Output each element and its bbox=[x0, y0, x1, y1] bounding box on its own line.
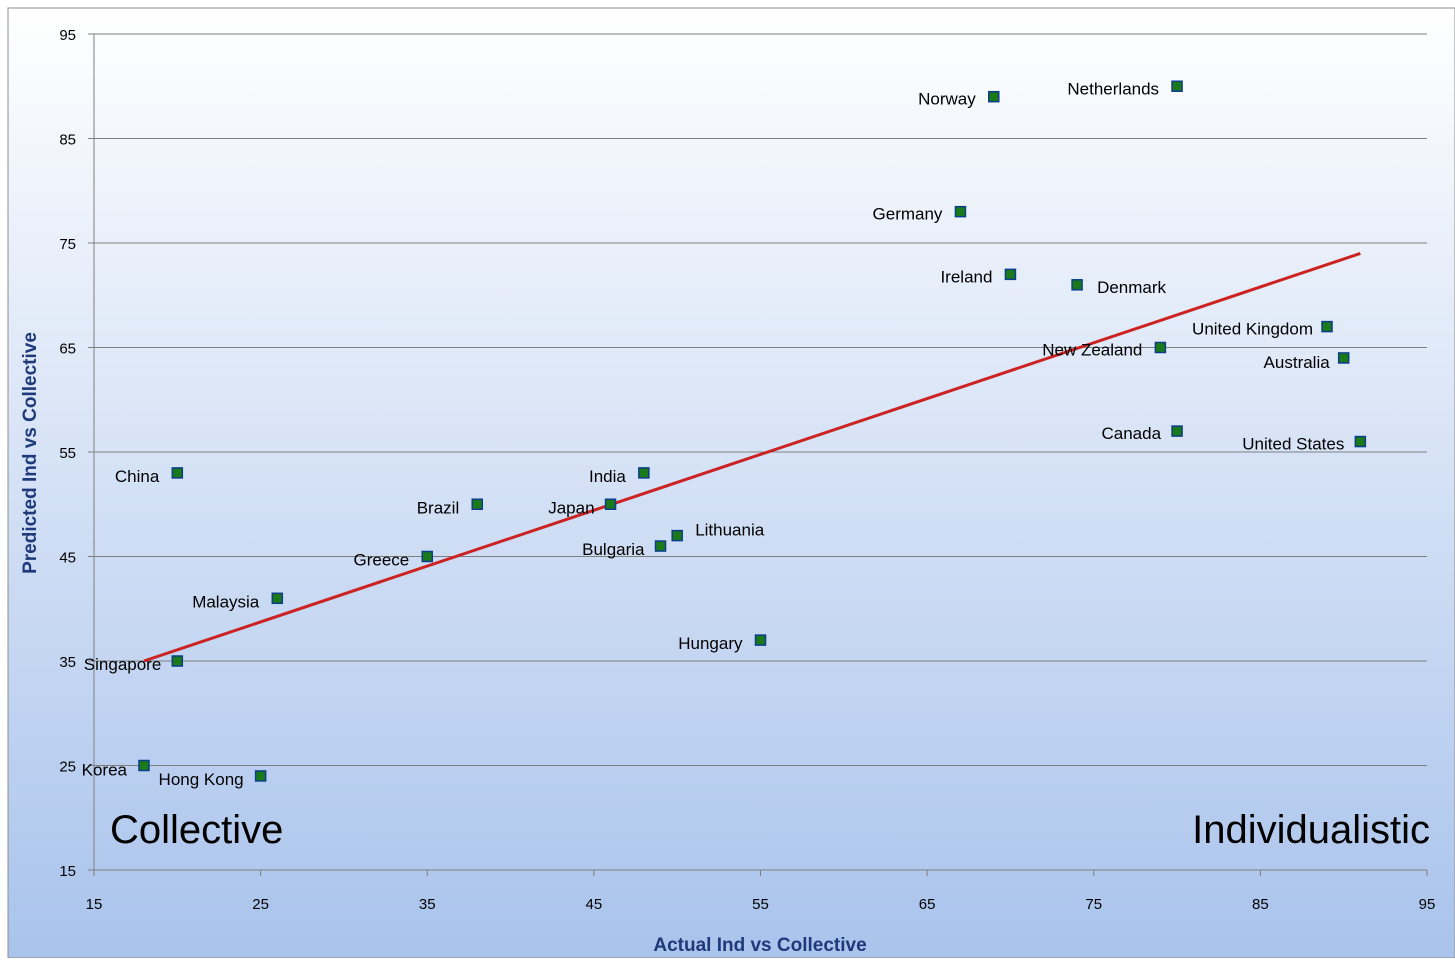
point-japan bbox=[604, 498, 617, 510]
point-germany bbox=[954, 205, 967, 218]
chart-background bbox=[7, 7, 1455, 959]
point-united-kingdom bbox=[1321, 320, 1333, 333]
x-tick-label-95: 95 bbox=[1419, 896, 1436, 913]
x-tick-label-45: 45 bbox=[586, 896, 603, 913]
point-china bbox=[171, 467, 184, 479]
trendline-group bbox=[143, 252, 1361, 663]
point-lithuania bbox=[671, 529, 683, 542]
gridlines bbox=[94, 33, 1427, 766]
point-singapore bbox=[171, 655, 184, 667]
x-tick-label-35: 35 bbox=[419, 896, 436, 913]
trendline bbox=[143, 252, 1361, 663]
point-hungary bbox=[754, 634, 767, 646]
x-tick-label-25: 25 bbox=[252, 896, 269, 913]
point-new-zealand bbox=[1154, 341, 1167, 354]
point-bulgaria bbox=[654, 540, 667, 552]
y-tick-label-35: 35 bbox=[59, 654, 76, 671]
x-tick-label-65: 65 bbox=[919, 896, 936, 913]
point-australia bbox=[1337, 352, 1350, 364]
x-axis-title: Actual Ind vs Collective bbox=[653, 935, 866, 956]
point-label-malaysia: Malaysia bbox=[192, 592, 260, 611]
point-label-bulgaria: Bulgaria bbox=[582, 540, 645, 559]
point-label-hong-kong: Hong Kong bbox=[159, 770, 244, 789]
x-tick-label-85: 85 bbox=[1252, 896, 1269, 913]
point-label-germany: Germany bbox=[873, 205, 943, 224]
y-tick-label-75: 75 bbox=[59, 236, 76, 253]
point-netherlands bbox=[1171, 80, 1183, 92]
y-tick-label-45: 45 bbox=[59, 550, 76, 567]
point-label-denmark: Denmark bbox=[1097, 278, 1166, 297]
point-label-greece: Greece bbox=[354, 551, 410, 570]
point-label-lithuania: Lithuania bbox=[695, 521, 765, 540]
point-label-india: India bbox=[589, 467, 626, 486]
point-ireland bbox=[1004, 268, 1017, 281]
point-label-korea: Korea bbox=[82, 761, 128, 780]
point-label-canada: Canada bbox=[1102, 424, 1162, 443]
point-label-hungary: Hungary bbox=[678, 634, 743, 653]
y-tick-label-55: 55 bbox=[59, 445, 76, 462]
y-tick-label-65: 65 bbox=[59, 341, 76, 358]
data-points bbox=[138, 80, 1367, 782]
y-tick-label-85: 85 bbox=[59, 132, 76, 149]
annotation-individualistic: Individualistic bbox=[1192, 808, 1430, 852]
point-label-united-kingdom: United Kingdom bbox=[1192, 320, 1313, 339]
y-tick-label-25: 25 bbox=[59, 759, 76, 776]
x-tick-label-15: 15 bbox=[86, 896, 103, 913]
point-label-singapore: Singapore bbox=[84, 655, 162, 674]
y-axis-title: Predicted Ind vs Collective bbox=[20, 332, 41, 574]
point-label-brazil: Brazil bbox=[417, 498, 460, 517]
axes bbox=[88, 33, 1428, 876]
point-korea bbox=[138, 759, 150, 772]
point-label-australia: Australia bbox=[1264, 353, 1331, 372]
point-denmark bbox=[1071, 279, 1083, 291]
point-brazil bbox=[471, 498, 483, 510]
y-tick-label-95: 95 bbox=[59, 27, 76, 44]
point-label-norway: Norway bbox=[918, 90, 976, 109]
annotation-collective: Collective bbox=[110, 808, 283, 852]
point-labels: Netherlands Norway Germany Ireland Denmark Un… bbox=[82, 79, 1345, 789]
x-tick-label-75: 75 bbox=[1085, 896, 1102, 913]
point-hong-kong bbox=[254, 770, 267, 782]
point-united-states bbox=[1354, 435, 1367, 448]
point-label-ireland: Ireland bbox=[940, 267, 992, 286]
point-canada bbox=[1171, 425, 1183, 437]
point-label-japan: Japan bbox=[548, 498, 594, 517]
point-label-china: China bbox=[115, 467, 160, 486]
tick-labels: 15 25 35 45 55 65 75 85 95 15 25 35 45 55 65 75 85 95 bbox=[59, 27, 1435, 913]
point-malaysia bbox=[271, 592, 284, 605]
y-tick-label-15: 15 bbox=[59, 863, 76, 880]
point-norway bbox=[988, 90, 1000, 103]
point-label-new-zealand: New Zealand bbox=[1042, 341, 1142, 360]
point-india bbox=[638, 467, 650, 479]
point-label-united-states: United States bbox=[1242, 435, 1344, 454]
point-greece bbox=[421, 550, 433, 563]
x-tick-label-55: 55 bbox=[752, 896, 769, 913]
point-label-netherlands: Netherlands bbox=[1067, 79, 1159, 98]
